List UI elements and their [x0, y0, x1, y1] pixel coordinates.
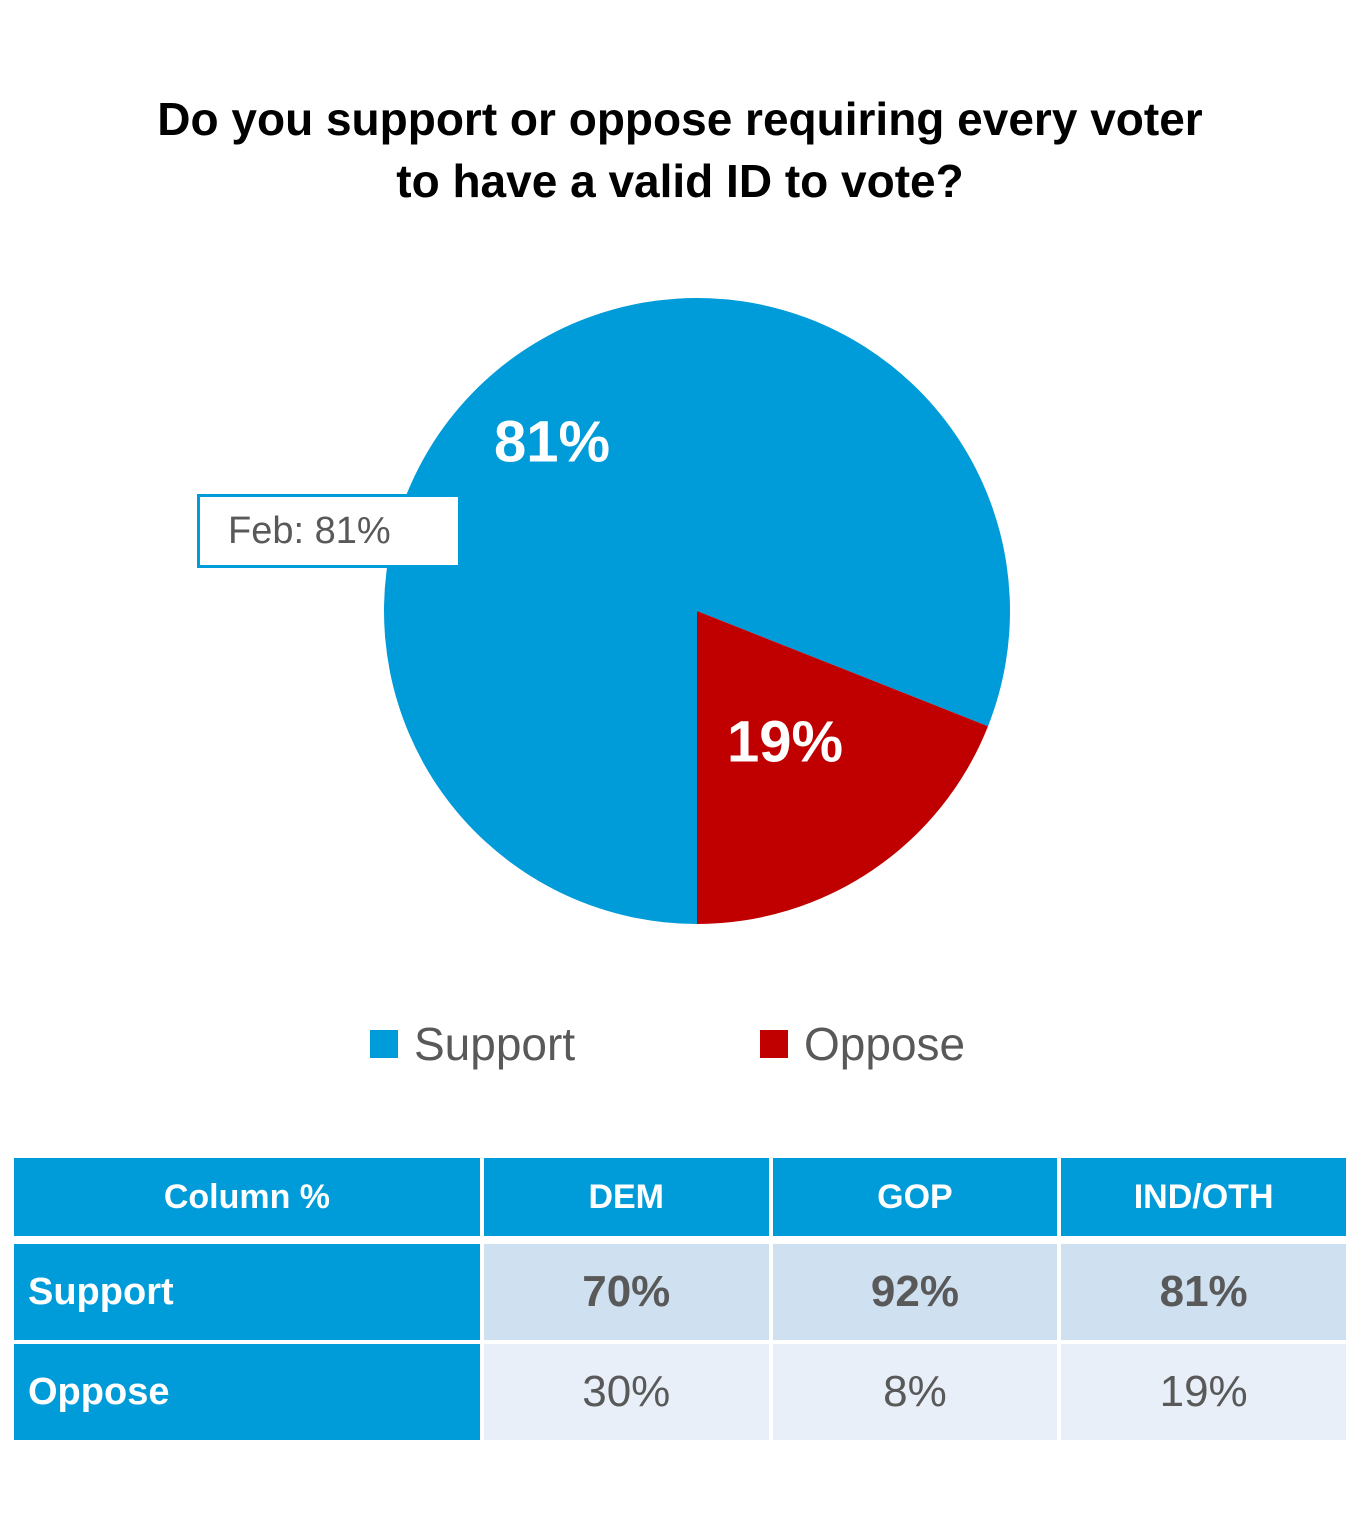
cell-support-dem: 70%: [483, 1244, 769, 1340]
table-row-oppose: Oppose 30% 8% 19%: [14, 1344, 1346, 1440]
row-label-support: Support: [14, 1244, 480, 1340]
header-cell-column: Column %: [14, 1158, 480, 1236]
header-cell-dem: DEM: [483, 1158, 769, 1236]
header-cell-gop: GOP: [772, 1158, 1058, 1236]
legend-label-oppose: Oppose: [804, 1018, 966, 1070]
legend-label-support: Support: [414, 1018, 576, 1070]
cell-oppose-ind-oth: 19%: [1061, 1344, 1346, 1440]
feb-callout: Feb: 81%: [197, 494, 461, 568]
cell-oppose-dem: 30%: [483, 1344, 769, 1440]
pie-label-support: 81%: [494, 409, 610, 474]
chart-title-line-1: Do you support or oppose requiring every…: [157, 93, 1203, 145]
pie-slice-oppose: [697, 611, 989, 924]
cell-support-ind-oth: 81%: [1061, 1244, 1346, 1340]
legend-swatch-support: [370, 1030, 398, 1058]
table-row-support: Support 70% 92% 81%: [14, 1244, 1346, 1340]
chart-title-line-2: to have a valid ID to vote?: [396, 155, 964, 207]
legend-swatch-oppose: [760, 1030, 788, 1058]
chart-title: Do you support or oppose requiring every…: [100, 88, 1260, 212]
legend-item-support: Support: [370, 1018, 575, 1070]
legend-item-oppose: Oppose: [760, 1018, 965, 1070]
table-header-row: Column % DEM GOP IND/OTH: [14, 1158, 1346, 1236]
row-label-oppose: Oppose: [14, 1344, 480, 1440]
pie-chart: 81% 19%: [383, 297, 1011, 924]
header-cell-ind-oth: IND/OTH: [1061, 1158, 1346, 1236]
cell-support-gop: 92%: [772, 1244, 1058, 1340]
cell-oppose-gop: 8%: [772, 1344, 1058, 1440]
pie-label-oppose: 19%: [727, 709, 843, 774]
